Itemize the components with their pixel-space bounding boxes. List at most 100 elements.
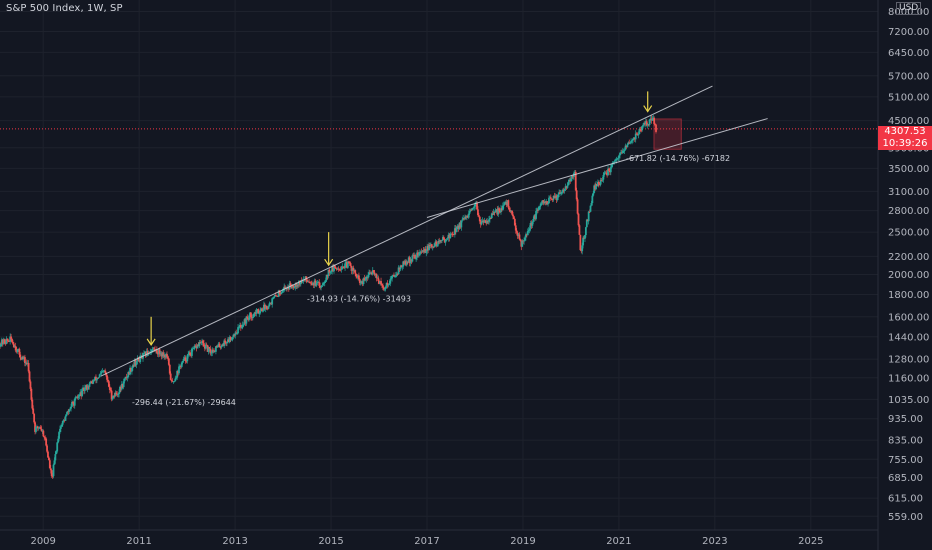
candle-body [62, 420, 65, 422]
candle-body [193, 345, 196, 349]
candle-body [95, 376, 97, 381]
candle-body [66, 411, 69, 415]
candle-body [513, 218, 516, 226]
candle-body [287, 286, 290, 290]
candle-body [528, 228, 531, 231]
candle-body [572, 176, 574, 178]
candle-body [159, 353, 162, 355]
candle-body [399, 265, 402, 270]
y-tick-label: 2800.00 [888, 206, 929, 217]
candle-body [580, 250, 583, 252]
candle-body [401, 266, 404, 268]
candle-body [37, 427, 40, 429]
candle-body [173, 381, 176, 382]
candle-body [52, 464, 55, 477]
candle-body [217, 343, 220, 346]
candle-body [198, 342, 201, 347]
candle-body [226, 341, 228, 344]
candle-body [201, 340, 203, 342]
candle-body [603, 172, 606, 175]
trendline [426, 118, 768, 219]
candle-body [497, 208, 500, 215]
candle-body [537, 209, 539, 211]
candle-body [202, 340, 204, 344]
candle-body [326, 274, 329, 277]
candle-body [120, 383, 123, 390]
currency-label[interactable]: USD [896, 2, 922, 15]
candle-body [501, 205, 504, 211]
y-tick-label: 1800.00 [888, 290, 929, 301]
candle-body [579, 234, 582, 251]
candle-body [35, 426, 37, 432]
candle-body [84, 385, 87, 388]
candle-body [21, 357, 24, 360]
candle-body [61, 421, 64, 425]
candle-body [640, 130, 643, 131]
candle-body [483, 220, 486, 223]
candle-body [71, 402, 73, 407]
candle-body [480, 222, 483, 225]
candle-body [241, 324, 244, 328]
candle-body [560, 191, 563, 193]
candle-body [16, 349, 19, 352]
candle-body [319, 285, 322, 288]
candle-body [438, 241, 441, 243]
candle-body [92, 380, 95, 384]
candle-body [586, 219, 589, 222]
candle-body [308, 281, 310, 283]
candle-body [632, 138, 634, 141]
candle-body [167, 356, 169, 359]
candle-body [166, 354, 168, 357]
candle-body [363, 278, 366, 281]
candle-body [402, 261, 405, 267]
candle-body [435, 241, 438, 246]
candle-body [75, 396, 78, 398]
candle-body [552, 195, 555, 200]
candle-body [18, 349, 21, 355]
candle-body [48, 457, 50, 461]
candle-body [387, 284, 390, 286]
candle-body [229, 337, 232, 340]
candle-body [289, 283, 292, 288]
candle-body [522, 240, 525, 242]
candle-body [452, 234, 454, 235]
candle-body [555, 195, 558, 201]
candle-body [574, 171, 577, 191]
candle-body [228, 337, 231, 343]
candle-body [262, 304, 265, 311]
candle-body [249, 312, 251, 316]
candle-body [23, 357, 25, 360]
x-tick-label: 2023 [702, 536, 727, 547]
candle-body [355, 273, 358, 277]
candle-body [608, 170, 611, 173]
candle-body [0, 344, 2, 347]
candle-body [213, 350, 215, 353]
candle-body [127, 372, 130, 377]
candle-body [235, 332, 238, 334]
x-tick-label: 2021 [606, 536, 631, 547]
candle-body [70, 406, 72, 409]
candle-body [598, 184, 601, 186]
candle-body [43, 436, 46, 438]
candle-body [424, 249, 427, 253]
candle-body [220, 346, 223, 348]
candle-body [393, 275, 395, 277]
candle-body [8, 340, 11, 342]
candle-body [540, 202, 543, 204]
candle-body [599, 180, 602, 185]
candle-body [369, 272, 371, 274]
candle-body [523, 240, 525, 242]
candle-body [488, 219, 490, 222]
candle-body [503, 202, 506, 205]
candle-body [508, 207, 511, 211]
candle-body [24, 362, 27, 364]
candle-body [596, 182, 599, 187]
candle-body [225, 342, 227, 344]
candle-body [297, 284, 299, 286]
candle-body [630, 140, 632, 143]
candle-body [5, 338, 8, 344]
candle-body [215, 346, 218, 348]
candle-body [559, 192, 561, 194]
candle-body [256, 309, 259, 310]
